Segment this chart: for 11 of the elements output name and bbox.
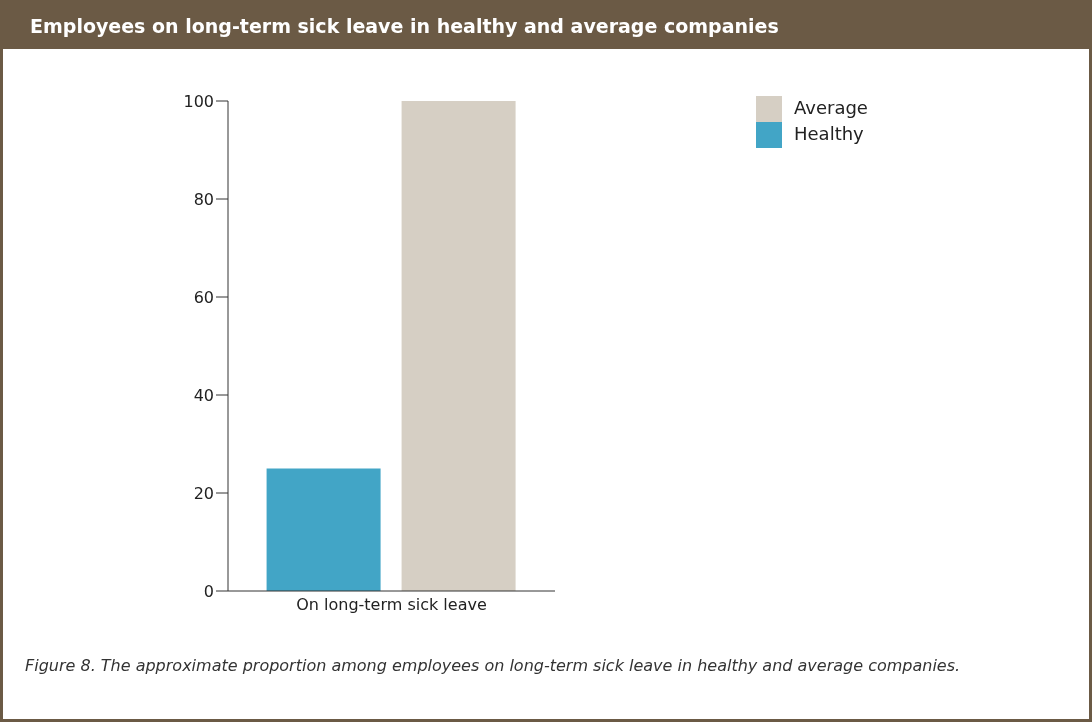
y-tick-label: 60 <box>193 287 214 307</box>
legend-label: Average <box>794 96 868 118</box>
y-tick-label: 100 <box>183 91 214 111</box>
chart-title: Employees on long-term sick leave in healthy and average companies <box>3 3 1089 49</box>
x-tick-label: On long-term sick leave <box>296 595 487 615</box>
y-tick-label: 0 <box>203 581 214 601</box>
y-tick-label: 80 <box>193 189 214 209</box>
caption: Figure 8. The approximate proportion among employees on long-term sick leave in healthy and average companies. <box>25 655 962 676</box>
y-tick-label: 20 <box>193 483 214 503</box>
y-tick-label: 40 <box>193 385 214 405</box>
legend-label: Healthy <box>794 122 864 144</box>
